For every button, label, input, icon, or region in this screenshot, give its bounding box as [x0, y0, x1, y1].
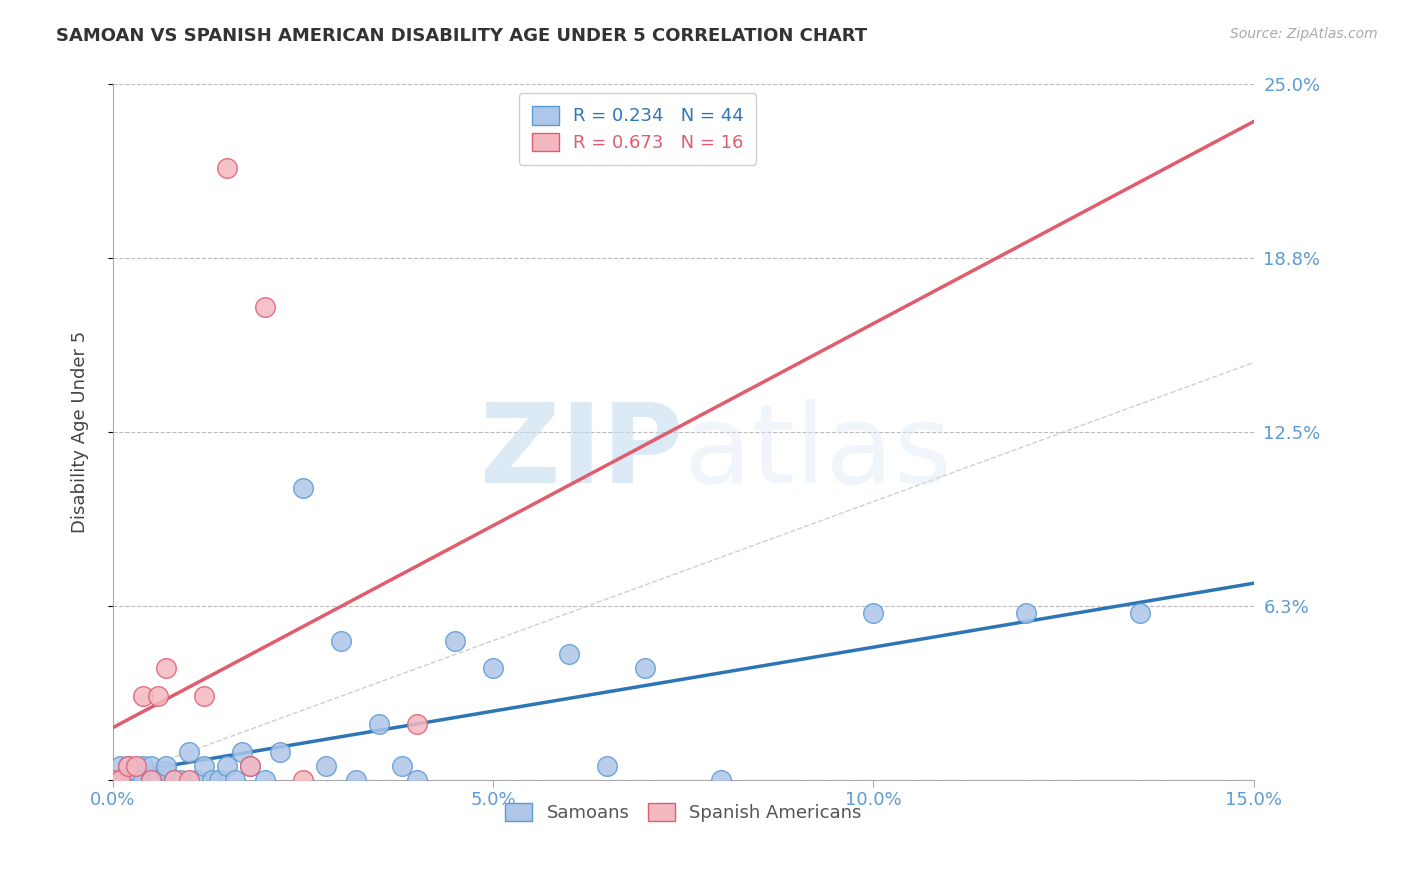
Point — [148, 689, 170, 703]
Point — [155, 764, 177, 779]
Point — [292, 481, 315, 495]
Point — [124, 764, 146, 779]
Point — [201, 772, 224, 787]
Point — [444, 633, 467, 648]
Point — [132, 689, 155, 703]
Y-axis label: Disability Age Under 5: Disability Age Under 5 — [72, 331, 89, 533]
Point — [224, 772, 246, 787]
Point — [132, 772, 155, 787]
Point — [406, 717, 429, 731]
Point — [239, 758, 262, 772]
Point — [215, 758, 238, 772]
Point — [406, 772, 429, 787]
Point — [155, 661, 177, 675]
Point — [139, 772, 162, 787]
Point — [139, 772, 162, 787]
Point — [110, 772, 132, 787]
Point — [124, 772, 146, 787]
Point — [155, 758, 177, 772]
Point — [170, 772, 193, 787]
Point — [177, 745, 200, 759]
Text: SAMOAN VS SPANISH AMERICAN DISABILITY AGE UNDER 5 CORRELATION CHART: SAMOAN VS SPANISH AMERICAN DISABILITY AG… — [56, 27, 868, 45]
Legend: Samoans, Spanish Americans: Samoans, Spanish Americans — [495, 792, 872, 833]
Point — [177, 772, 200, 787]
Point — [193, 689, 215, 703]
Point — [315, 758, 337, 772]
Point — [1129, 606, 1152, 620]
Point — [1014, 606, 1036, 620]
Point — [231, 745, 253, 759]
Point — [368, 717, 391, 731]
Point — [215, 161, 238, 175]
Point — [862, 606, 884, 620]
Text: ZIP: ZIP — [479, 400, 683, 507]
Point — [193, 758, 215, 772]
Point — [132, 758, 155, 772]
Point — [482, 661, 505, 675]
Point — [117, 758, 139, 772]
Point — [558, 648, 581, 662]
Point — [117, 758, 139, 772]
Point — [148, 772, 170, 787]
Point — [163, 772, 186, 787]
Text: Source: ZipAtlas.com: Source: ZipAtlas.com — [1230, 27, 1378, 41]
Point — [163, 772, 186, 787]
Point — [110, 772, 132, 787]
Point — [101, 772, 124, 787]
Point — [253, 300, 276, 314]
Point — [208, 772, 231, 787]
Point — [634, 661, 657, 675]
Point — [139, 758, 162, 772]
Point — [101, 772, 124, 787]
Point — [391, 758, 413, 772]
Point — [117, 772, 139, 787]
Point — [269, 745, 291, 759]
Point — [186, 772, 208, 787]
Point — [239, 758, 262, 772]
Point — [253, 772, 276, 787]
Text: atlas: atlas — [683, 400, 952, 507]
Point — [124, 758, 146, 772]
Point — [292, 772, 315, 787]
Point — [596, 758, 619, 772]
Point — [344, 772, 367, 787]
Point — [330, 633, 353, 648]
Point — [110, 758, 132, 772]
Point — [710, 772, 733, 787]
Point — [148, 772, 170, 787]
